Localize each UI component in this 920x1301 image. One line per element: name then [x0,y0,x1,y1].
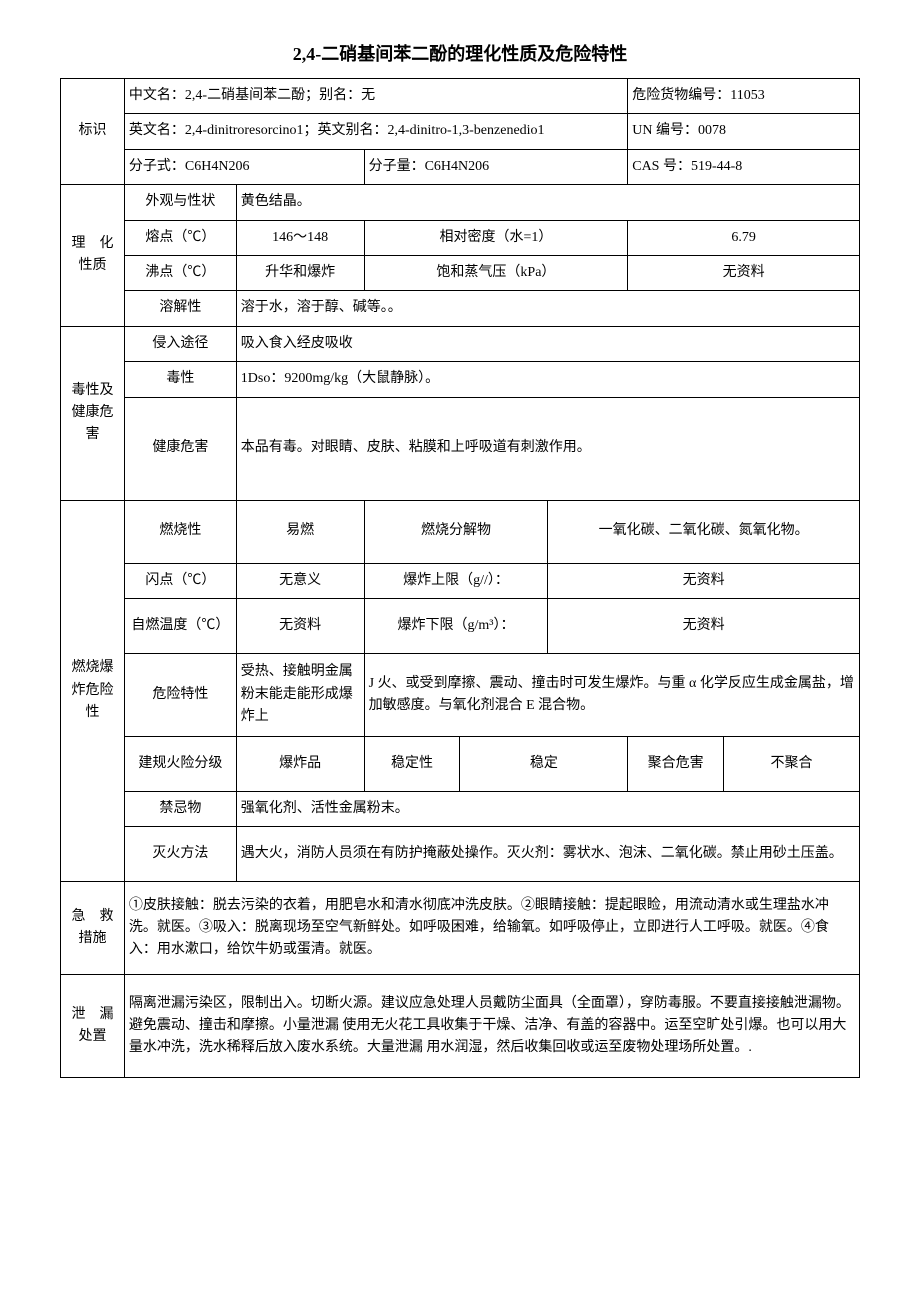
uel-label: 爆炸上限（g//）： [364,563,548,598]
polymer-label: 聚合危害 [628,736,724,791]
flammability-value: 易燃 [236,500,364,563]
stability-value: 稳定 [460,736,628,791]
cn-name-value: 2,4-二硝基间苯二酚；别名：无 [185,88,375,103]
stability-label: 稳定性 [364,736,460,791]
cn-name-label: 中文名： [129,88,185,103]
tox-label: 毒性 [124,362,236,397]
hazard-char-col2: J 火、或受到摩擦、震动、撞击时可发生爆炸。与重 α 化学反应生成金属盐，增加敏… [364,653,859,736]
formula-value: C6H4N206 [185,159,250,174]
route-value: 吸入食入经皮吸收 [236,326,859,361]
hazard-code-label: 危险货物编号： [632,88,730,103]
class-label: 建规火险分级 [124,736,236,791]
solubility-label: 溶解性 [124,291,236,326]
formula-cell: 分子式：C6H4N206 [124,149,364,184]
mw-label: 分子量： [369,159,425,174]
boiling-value: 升华和爆炸 [236,255,364,290]
hazard-code-value: 11053 [730,88,764,103]
ignition-label: 自燃温度（℃） [124,598,236,653]
section-toxicity: 毒性及健康危害 [61,326,125,500]
flash-label: 闪点（℃） [124,563,236,598]
boiling-label: 沸点（℃） [124,255,236,290]
lel-value: 无资料 [548,598,860,653]
appearance-value: 黄色结晶。 [236,185,859,220]
section-fire: 燃烧爆炸危险性 [61,500,125,882]
density-value: 6.79 [628,220,860,255]
en-name-value: 2,4-dinitroresorcino1；英文别名：2,4-dinitro-1… [185,123,545,138]
cas-cell: CAS 号：519-44-8 [628,149,860,184]
ignition-value: 无资料 [236,598,364,653]
flammability-label: 燃烧性 [124,500,236,563]
health-label: 健康危害 [124,397,236,500]
melting-value: 146～148 [236,220,364,255]
section-leak: 泄 漏处置 [61,975,125,1078]
en-name-cell: 英文名：2,4-dinitroresorcino1；英文别名：2,4-dinit… [124,114,627,149]
en-name-label: 英文名： [129,123,185,138]
properties-table: 标识 中文名：2,4-二硝基间苯二酚；别名：无 危险货物编号：11053 英文名… [60,78,860,1078]
hazard-char-label: 危险特性 [124,653,236,736]
un-code-value: 0078 [698,123,726,138]
formula-label: 分子式： [129,159,185,174]
route-label: 侵入途径 [124,326,236,361]
vapor-label: 饱和蒸气压（kPa） [364,255,628,290]
cas-value: 519-44-8 [691,159,742,174]
extinguish-value: 遇大火，消防人员须在有防护掩蔽处操作。灭火剂：雾状水、泡沫、二氧化碳。禁止用砂土… [236,827,859,882]
flash-value: 无意义 [236,563,364,598]
extinguish-label: 灭火方法 [124,827,236,882]
hazard-code-cell: 危险货物编号：11053 [628,79,860,114]
incompat-label: 禁忌物 [124,791,236,826]
incompat-value: 强氧化剂、活性金属粉末。 [236,791,859,826]
leak-text: 隔离泄漏污染区，限制出入。切断火源。建议应急处理人员戴防尘面具（全面罩），穿防毒… [124,975,859,1078]
solubility-value: 溶于水，溶于醇、碱等。。 [236,291,859,326]
cn-name-cell: 中文名：2,4-二硝基间苯二酚；别名：无 [124,79,627,114]
lel-label: 爆炸下限（g/m³）： [364,598,548,653]
section-firstaid: 急 救措施 [61,882,125,975]
class-value: 爆炸品 [236,736,364,791]
cas-label: CAS 号： [632,159,691,174]
products-value: 一氧化碳、二氧化碳、氮氧化物。 [548,500,860,563]
mw-value: C6H4N206 [425,159,490,174]
polymer-value: 不聚合 [724,736,860,791]
un-code-cell: UN 编号：0078 [628,114,860,149]
un-label: UN 编号： [632,123,698,138]
density-label: 相对密度（水=1） [364,220,628,255]
products-label: 燃烧分解物 [364,500,548,563]
mw-cell: 分子量：C6H4N206 [364,149,628,184]
health-value: 本品有毒。对眼睛、皮肤、粘膜和上呼吸道有刺激作用。 [236,397,859,500]
document-title: 2,4-二硝基间苯二酚的理化性质及危险特性 [60,40,860,66]
firstaid-text: ①皮肤接触：脱去污染的衣着，用肥皂水和清水彻底冲洗皮肤。②眼睛接触：提起眼睑，用… [124,882,859,975]
section-physical: 理 化性质 [61,185,125,327]
appearance-label: 外观与性状 [124,185,236,220]
uel-value: 无资料 [548,563,860,598]
vapor-value: 无资料 [628,255,860,290]
melting-label: 熔点（℃） [124,220,236,255]
tox-value: 1Dso：9200mg/kg（大鼠静脉）。 [236,362,859,397]
hazard-char-col1: 受热、接触明金属粉末能走能形成爆炸上 [236,653,364,736]
section-identification: 标识 [61,79,125,185]
